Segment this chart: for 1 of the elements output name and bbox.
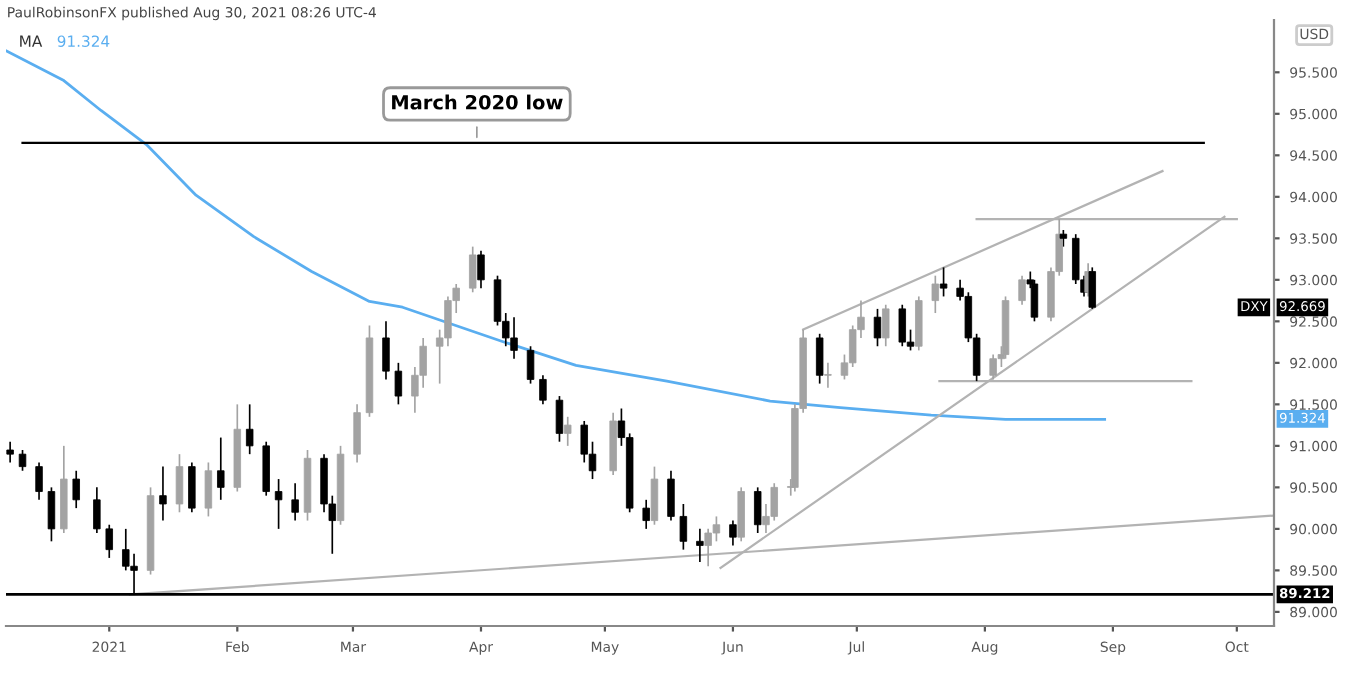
annotation: March 2020 low [392, 94, 563, 110]
